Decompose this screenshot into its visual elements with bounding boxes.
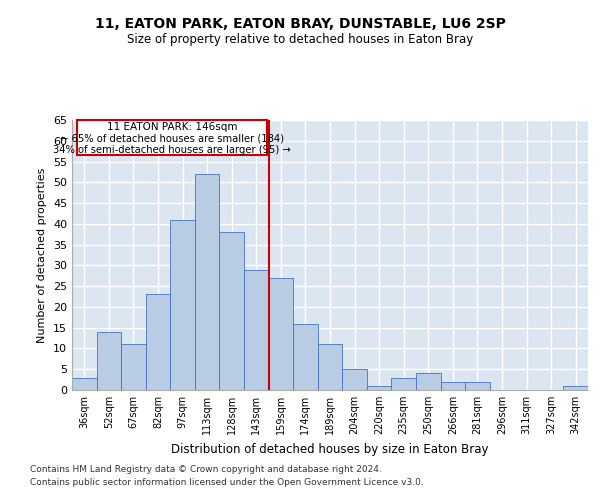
Y-axis label: Number of detached properties: Number of detached properties bbox=[37, 168, 47, 342]
Bar bbox=[146, 294, 170, 390]
Text: Contains HM Land Registry data © Crown copyright and database right 2024.: Contains HM Land Registry data © Crown c… bbox=[30, 466, 382, 474]
Bar bbox=[367, 386, 391, 390]
Bar bbox=[563, 386, 588, 390]
X-axis label: Distribution of detached houses by size in Eaton Bray: Distribution of detached houses by size … bbox=[171, 442, 489, 456]
Bar bbox=[244, 270, 269, 390]
Bar bbox=[293, 324, 318, 390]
Bar bbox=[391, 378, 416, 390]
Bar bbox=[416, 374, 440, 390]
Bar bbox=[318, 344, 342, 390]
Bar bbox=[465, 382, 490, 390]
Text: 34% of semi-detached houses are larger (95) →: 34% of semi-detached houses are larger (… bbox=[53, 145, 291, 155]
Bar bbox=[72, 378, 97, 390]
Text: 11 EATON PARK: 146sqm: 11 EATON PARK: 146sqm bbox=[107, 122, 238, 132]
Bar bbox=[342, 369, 367, 390]
Bar bbox=[440, 382, 465, 390]
Text: Size of property relative to detached houses in Eaton Bray: Size of property relative to detached ho… bbox=[127, 32, 473, 46]
Bar bbox=[170, 220, 195, 390]
Text: ← 65% of detached houses are smaller (184): ← 65% of detached houses are smaller (18… bbox=[60, 134, 284, 143]
Text: Contains public sector information licensed under the Open Government Licence v3: Contains public sector information licen… bbox=[30, 478, 424, 487]
Bar bbox=[97, 332, 121, 390]
Bar bbox=[195, 174, 220, 390]
Bar bbox=[220, 232, 244, 390]
FancyBboxPatch shape bbox=[77, 120, 268, 156]
Bar bbox=[121, 344, 146, 390]
Text: 11, EATON PARK, EATON BRAY, DUNSTABLE, LU6 2SP: 11, EATON PARK, EATON BRAY, DUNSTABLE, L… bbox=[95, 18, 505, 32]
Bar bbox=[269, 278, 293, 390]
